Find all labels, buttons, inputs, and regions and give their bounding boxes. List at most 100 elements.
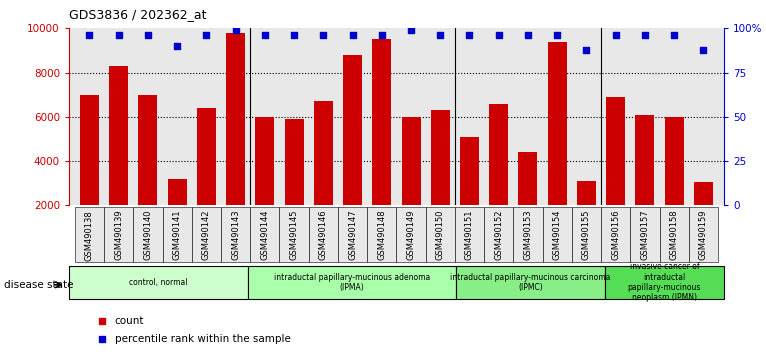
Text: GSM490152: GSM490152 — [494, 210, 503, 260]
Bar — [572, 207, 601, 262]
Bar — [519, 152, 538, 250]
Point — [200, 33, 212, 38]
Point — [639, 33, 651, 38]
Text: invasive cancer of
intraductal
papillary-mucinous
neoplasm (IPMN): invasive cancer of intraductal papillary… — [627, 262, 701, 302]
Bar — [660, 207, 689, 262]
Bar — [192, 207, 221, 262]
Bar — [343, 55, 362, 250]
Bar — [104, 207, 133, 262]
Point — [610, 33, 622, 38]
Bar — [133, 207, 162, 262]
Bar — [630, 207, 660, 262]
Bar — [309, 207, 338, 262]
Bar — [513, 207, 542, 262]
Bar — [221, 207, 250, 262]
Bar — [338, 207, 367, 262]
Bar — [606, 97, 625, 250]
Bar — [460, 137, 479, 250]
Text: GSM490157: GSM490157 — [640, 210, 650, 261]
Text: GSM490141: GSM490141 — [172, 210, 182, 260]
Bar — [401, 117, 421, 250]
Text: GSM490149: GSM490149 — [407, 210, 415, 260]
Point — [405, 27, 417, 33]
Text: GDS3836 / 202362_at: GDS3836 / 202362_at — [69, 8, 207, 21]
Bar — [255, 117, 274, 250]
Text: GSM490156: GSM490156 — [611, 210, 620, 261]
Point — [113, 33, 125, 38]
Text: GSM490155: GSM490155 — [582, 210, 591, 260]
Point — [230, 27, 242, 33]
Point — [463, 33, 476, 38]
Bar — [162, 207, 192, 262]
Point — [581, 47, 593, 52]
Text: intraductal papillary-mucinous carcinoma
(IPMC): intraductal papillary-mucinous carcinoma… — [450, 273, 611, 292]
Bar — [397, 207, 426, 262]
Text: disease state: disease state — [4, 280, 74, 290]
Text: GSM490150: GSM490150 — [436, 210, 445, 260]
Bar — [601, 207, 630, 262]
Text: GSM490145: GSM490145 — [290, 210, 299, 260]
Text: GSM490139: GSM490139 — [114, 210, 123, 261]
Point — [142, 33, 154, 38]
Bar — [280, 207, 309, 262]
Text: GSM490143: GSM490143 — [231, 210, 240, 261]
Text: GSM490142: GSM490142 — [202, 210, 211, 260]
Text: GSM490153: GSM490153 — [523, 210, 532, 261]
Point — [83, 33, 96, 38]
Bar — [665, 117, 684, 250]
Bar — [139, 95, 157, 250]
Point — [434, 33, 447, 38]
Bar — [80, 95, 99, 250]
Bar — [247, 266, 456, 299]
Text: intraductal papillary-mucinous adenoma
(IPMA): intraductal papillary-mucinous adenoma (… — [273, 273, 430, 292]
Bar — [197, 108, 216, 250]
Point — [551, 33, 563, 38]
Text: GSM490146: GSM490146 — [319, 210, 328, 261]
Text: GSM490147: GSM490147 — [348, 210, 357, 261]
Bar — [484, 207, 513, 262]
Bar — [455, 207, 484, 262]
Point — [259, 33, 271, 38]
Text: GSM490158: GSM490158 — [669, 210, 679, 261]
Text: GSM490144: GSM490144 — [260, 210, 270, 260]
Point — [493, 33, 505, 38]
Bar — [430, 110, 450, 250]
Point — [697, 47, 709, 52]
Bar — [109, 66, 128, 250]
Bar — [367, 207, 397, 262]
Bar — [285, 119, 303, 250]
Point — [171, 43, 183, 49]
Point — [668, 33, 680, 38]
Bar — [168, 179, 187, 250]
Bar — [577, 181, 596, 250]
Point — [346, 33, 358, 38]
Bar — [75, 207, 104, 262]
Point — [288, 33, 300, 38]
Text: percentile rank within the sample: percentile rank within the sample — [115, 334, 290, 344]
Bar — [489, 104, 508, 250]
Text: count: count — [115, 316, 144, 326]
Point — [375, 33, 388, 38]
Text: GSM490138: GSM490138 — [85, 210, 94, 261]
Bar — [694, 182, 713, 250]
Point — [522, 33, 534, 38]
Bar — [605, 266, 724, 299]
Bar — [372, 39, 391, 250]
Point — [317, 33, 329, 38]
Bar — [69, 266, 247, 299]
Text: GSM490154: GSM490154 — [553, 210, 561, 260]
Bar — [636, 115, 654, 250]
Text: GSM490159: GSM490159 — [699, 210, 708, 260]
Text: GSM490151: GSM490151 — [465, 210, 474, 260]
Bar — [426, 207, 455, 262]
Bar — [226, 33, 245, 250]
Text: GSM490148: GSM490148 — [378, 210, 386, 261]
Bar — [542, 207, 572, 262]
Bar — [548, 42, 567, 250]
Bar — [456, 266, 605, 299]
Text: control, normal: control, normal — [129, 278, 188, 287]
Bar — [250, 207, 280, 262]
Bar — [314, 101, 332, 250]
Bar — [689, 207, 718, 262]
Text: GSM490140: GSM490140 — [143, 210, 152, 260]
